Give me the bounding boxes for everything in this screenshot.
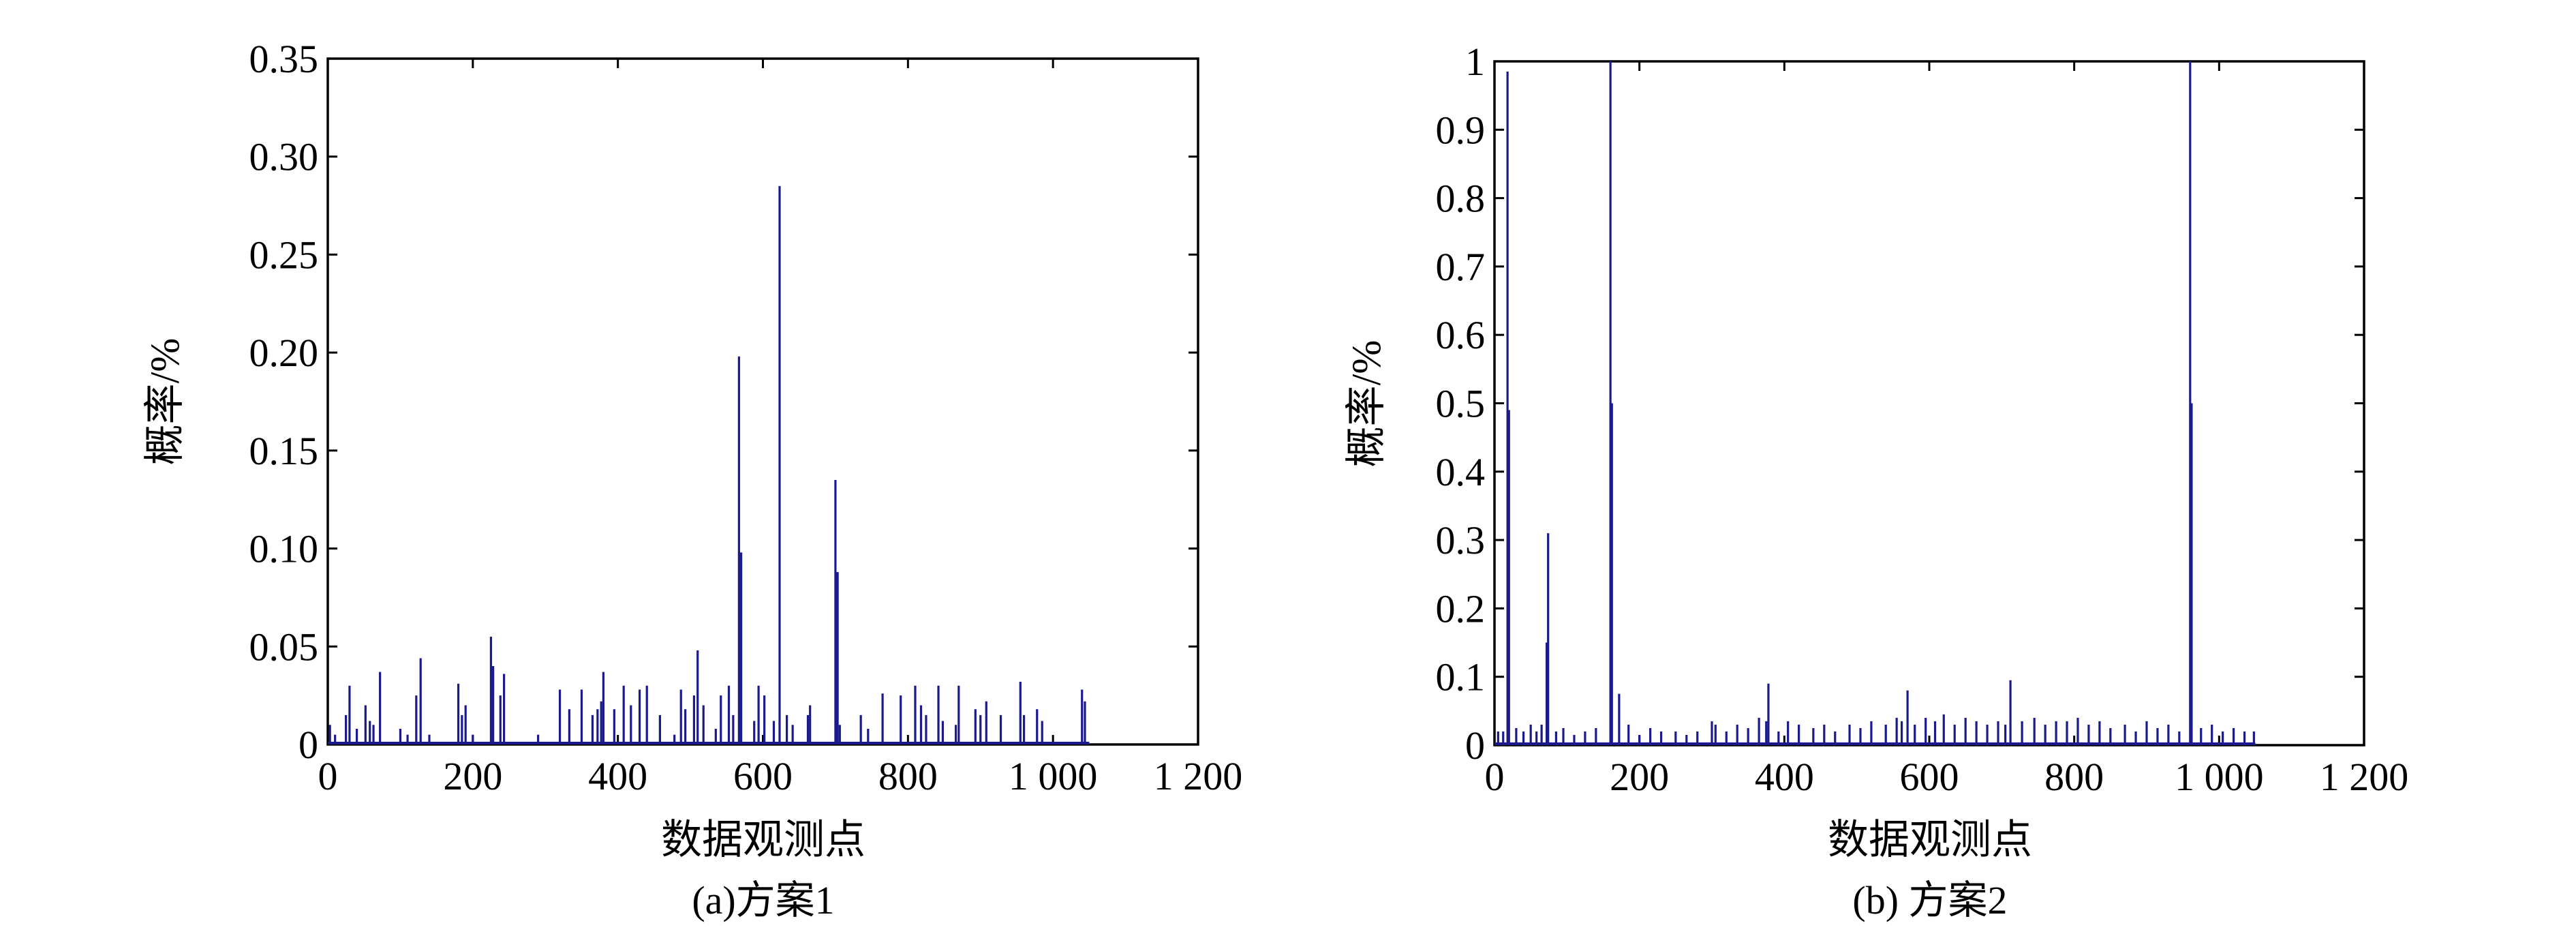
y-axis-label-b: 概率/%	[1344, 340, 1389, 468]
y-tick-label-b: 0.4	[1436, 450, 1486, 494]
y-tick-label-a: 0.10	[249, 527, 319, 571]
y-tick-label-b: 0.5	[1436, 382, 1486, 426]
y-tick-label-b: 1	[1465, 40, 1485, 84]
x-tick-label-a: 600	[733, 754, 793, 798]
y-tick-label-b: 0.3	[1436, 518, 1486, 562]
y-tick-label-a: 0.25	[249, 232, 319, 277]
x-axis-label-a: 数据观测点	[661, 817, 865, 862]
y-tick-label-b: 0.7	[1436, 245, 1486, 289]
x-tick-label-a: 800	[878, 754, 938, 798]
caption-b: (b) 方案2	[1852, 878, 2007, 922]
caption-a: (a)方案1	[692, 878, 834, 922]
x-tick-label-b: 1 000	[2175, 755, 2264, 799]
y-axis-label-a: 概率/%	[142, 338, 187, 466]
tick-group-a: 0 200 400 600 800 1 000 1 200 0 0.05 0.10 0.15 0.20…	[249, 37, 1243, 798]
y-tick-label-a: 0.15	[249, 429, 319, 473]
y-tick-label-b: 0.2	[1436, 586, 1486, 631]
y-tick-label-b: 0	[1465, 723, 1485, 768]
tick-group-b: 0 200 400 600 800 1 000 1 200 0 0.1 0.2 0.3 0.4 0.5 0…	[1436, 40, 2409, 799]
y-tick-label-b: 0.9	[1436, 108, 1486, 152]
x-tick-label-a: 200	[443, 754, 502, 798]
y-tick-label-a: 0.05	[249, 624, 319, 669]
bars-b	[1494, 61, 2256, 745]
panel-b: 0 200 400 600 800 1 000 1 200 0 0.1 0.2 0.3 0.4 0.5 0…	[1344, 40, 2408, 922]
plot-frame-b	[1493, 60, 2365, 747]
y-tick-label-b: 0.6	[1436, 313, 1486, 357]
plot-frame-a	[326, 57, 1199, 746]
x-tick-label-b: 200	[1610, 755, 1669, 799]
y-tick-label-a: 0	[298, 723, 318, 767]
x-tick-label-a: 0	[318, 754, 338, 798]
y-tick-label-a: 0.35	[249, 37, 319, 81]
x-tick-label-b: 400	[1755, 755, 1814, 799]
y-tick-label-a: 0.30	[249, 135, 319, 179]
x-tick-label-b: 800	[2044, 755, 2104, 799]
y-tick-label-b: 0.8	[1436, 177, 1486, 221]
x-tick-label-b: 0	[1485, 755, 1505, 799]
y-tick-label-a: 0.20	[249, 331, 319, 375]
x-axis-label-b: 数据观测点	[1828, 817, 2032, 862]
x-tick-label-b: 600	[1900, 755, 1959, 799]
x-tick-label-a: 1 000	[1009, 754, 1098, 798]
x-tick-label-a: 400	[588, 754, 647, 798]
bars-a	[328, 185, 1090, 744]
x-tick-label-a: 1 200	[1154, 754, 1243, 798]
panel-a: 0 200 400 600 800 1 000 1 200 0 0.05 0.10 0.15 0.20…	[142, 37, 1242, 922]
x-tick-label-b: 1 200	[2320, 755, 2409, 799]
y-tick-label-b: 0.1	[1436, 655, 1486, 699]
